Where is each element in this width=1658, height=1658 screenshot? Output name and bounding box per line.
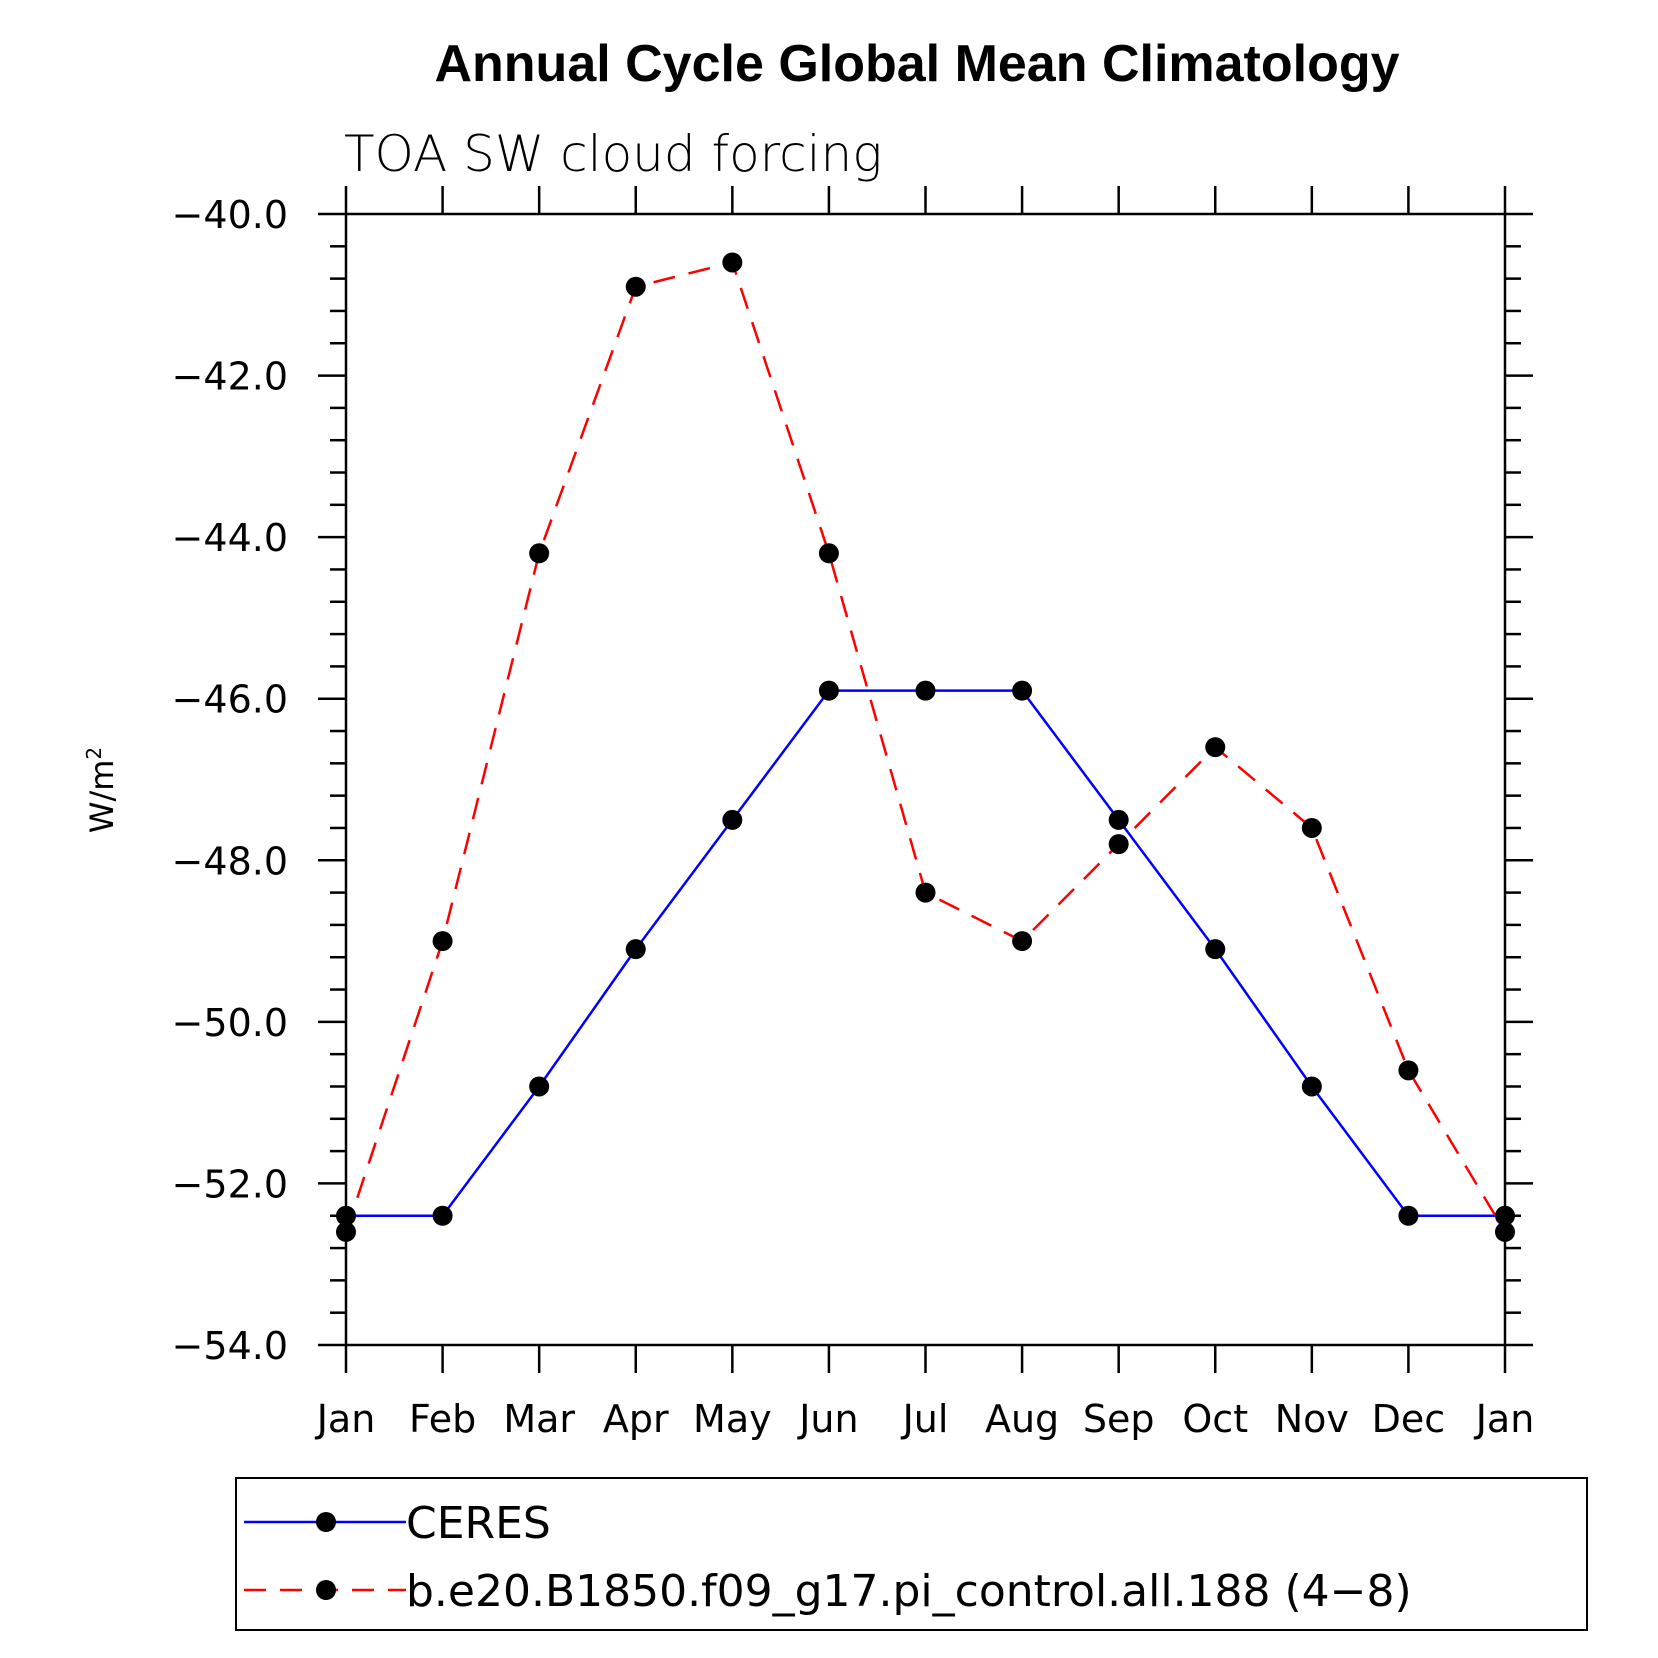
y-axis-label-superscript: 2 — [82, 747, 106, 760]
series-0-point — [625, 939, 646, 960]
series-0-point — [1205, 939, 1226, 960]
x-tick-label: Aug — [985, 1397, 1059, 1441]
y-tick-label: −54.0 — [172, 1324, 288, 1368]
y-tick-labels: −40.0 −42.0 −44.0 −46.0 −48.0 −50.0 −52.0 −54.0 — [172, 193, 288, 1368]
series-1-point — [432, 931, 453, 952]
series-0-point — [1495, 1205, 1515, 1226]
svg-text:W/m2: W/m2 — [82, 747, 121, 833]
legend-box — [235, 1477, 1588, 1631]
y-axis-label: W/m2 — [82, 747, 121, 833]
x-tick-labels: Jan Feb Mar Apr May Jun Jul Aug Sep Oct Nov Dec Jan — [315, 1397, 1535, 1441]
y-tick-label: −48.0 — [172, 839, 288, 883]
series-0-point — [1012, 680, 1033, 701]
axis-ticks — [318, 186, 1533, 1373]
x-tick-label: Jan — [315, 1397, 376, 1441]
y-tick-label: −42.0 — [172, 355, 288, 399]
chart-title: Annual Cycle Global Mean Climatology — [434, 35, 1399, 93]
y-axis-label-text: W/m — [83, 760, 121, 834]
series-line-1 — [344, 260, 1507, 1233]
plot-area — [344, 212, 1507, 1347]
series-1-point — [1495, 1221, 1515, 1242]
legend: CERES b.e20.B1850.f09_g17.pi_control.all… — [235, 1477, 1588, 1631]
series-1-point — [336, 1221, 356, 1242]
x-tick-label: Nov — [1275, 1397, 1349, 1441]
x-tick-label: Jul — [901, 1397, 949, 1441]
series-group — [336, 252, 1515, 1242]
y-tick-label: −44.0 — [172, 516, 288, 560]
series-1-point — [1301, 817, 1322, 838]
series-1-point — [1108, 834, 1129, 855]
x-tick-label: Jan — [1474, 1397, 1535, 1441]
series-1-point — [915, 882, 936, 903]
x-tick-label: Oct — [1182, 1397, 1248, 1441]
series-1-point — [818, 543, 839, 564]
series-0-point — [722, 809, 743, 830]
series-0-point — [432, 1205, 453, 1226]
y-tick-label: −40.0 — [172, 193, 288, 237]
series-0-point — [529, 1076, 550, 1097]
y-tick-label: −46.0 — [172, 678, 288, 722]
legend-label-model: b.e20.B1850.f09_g17.pi_control.all.188 (… — [406, 1566, 1412, 1617]
series-0-point — [336, 1205, 356, 1226]
series-line-0 — [346, 689, 1505, 1217]
legend-marker-model — [316, 1580, 336, 1600]
series-1-point — [1012, 931, 1033, 952]
series-1-point — [1205, 737, 1226, 758]
series-0-point — [915, 680, 936, 701]
x-tick-label: Apr — [603, 1397, 669, 1441]
series-0-point — [1301, 1076, 1322, 1097]
series-1-point — [722, 252, 743, 273]
x-tick-label: May — [693, 1397, 772, 1441]
series-0-point — [818, 680, 839, 701]
x-tick-label: Sep — [1083, 1397, 1155, 1441]
series-1-point — [625, 276, 646, 297]
plot-frame — [344, 212, 1507, 1347]
series-1-point — [1398, 1060, 1419, 1081]
x-tick-label: Jun — [797, 1397, 858, 1441]
series-0-point — [1108, 809, 1129, 830]
series-1-point — [529, 543, 550, 564]
y-tick-label: −52.0 — [172, 1162, 288, 1206]
legend-marker-ceres — [316, 1512, 336, 1532]
y-tick-label: −50.0 — [172, 1001, 288, 1045]
series-0-point — [1398, 1205, 1419, 1226]
legend-label-ceres: CERES — [406, 1498, 551, 1549]
x-tick-label: Feb — [409, 1397, 476, 1441]
chart-subtitle: TOA SW cloud forcing — [344, 125, 882, 183]
x-tick-label: Dec — [1372, 1397, 1446, 1441]
x-tick-label: Mar — [503, 1397, 575, 1441]
